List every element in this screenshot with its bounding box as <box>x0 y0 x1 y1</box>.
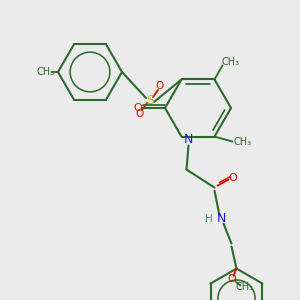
Text: O: O <box>134 103 142 113</box>
Text: S: S <box>146 94 154 106</box>
Text: CH₃: CH₃ <box>37 67 55 77</box>
Text: O: O <box>228 172 237 183</box>
Text: O: O <box>136 109 144 119</box>
Text: N: N <box>217 212 226 225</box>
Text: H: H <box>205 214 212 224</box>
Text: CH₃: CH₃ <box>236 282 253 292</box>
Text: CH₃: CH₃ <box>233 136 252 147</box>
Text: CH₃: CH₃ <box>221 57 240 68</box>
Text: O: O <box>227 274 236 284</box>
Text: O: O <box>156 81 164 91</box>
Text: N: N <box>184 133 193 146</box>
